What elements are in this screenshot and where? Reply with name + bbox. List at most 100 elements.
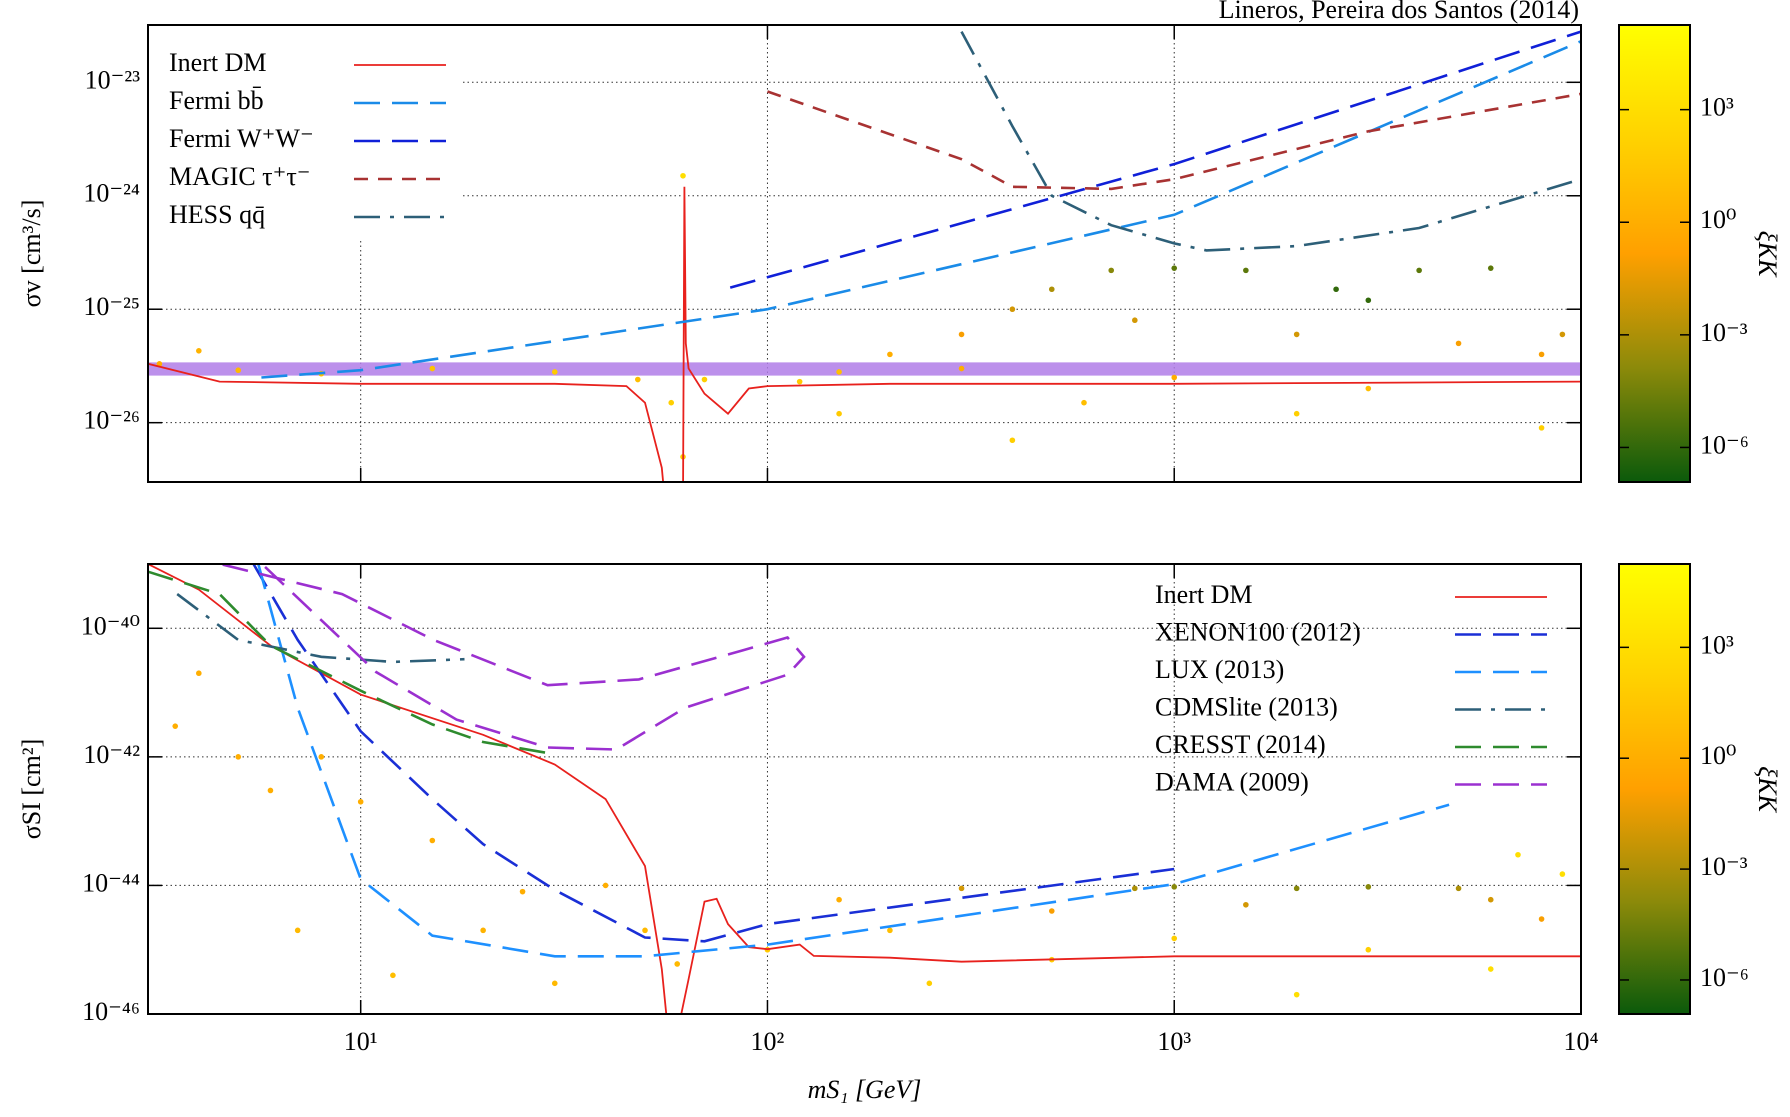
scatter-point <box>318 754 325 760</box>
scatter-point <box>1538 351 1545 358</box>
scatter-point <box>390 972 396 979</box>
scatter-point <box>1132 885 1138 892</box>
scatter-point <box>642 927 648 934</box>
scatter-point <box>429 837 436 844</box>
curve <box>252 564 1175 943</box>
scatter-point <box>1365 946 1372 953</box>
x-tick-label: 10⁴ <box>1563 1027 1598 1056</box>
curve <box>767 90 1581 191</box>
scatter-point <box>674 961 681 967</box>
curve <box>148 570 556 756</box>
colorbar-tick-label: 10⁰ <box>1700 741 1736 770</box>
curve <box>257 564 1450 958</box>
x-tick-label: 10³ <box>1157 1027 1191 1056</box>
scatter-point <box>294 927 301 934</box>
curve <box>960 30 1581 252</box>
scatter-point <box>1081 399 1087 406</box>
x-axis-label: mS₁ [GeV] <box>808 1075 922 1104</box>
colorbar-tick-label: 10⁻⁶ <box>1700 430 1749 459</box>
scatter-point <box>680 172 686 179</box>
curve <box>261 40 1581 379</box>
plot-frame <box>147 24 1582 483</box>
scatter-point <box>519 888 526 895</box>
legend-label: XENON100 (2012) <box>1155 617 1361 646</box>
scatter-point <box>1108 267 1115 274</box>
scatter-point <box>701 376 708 383</box>
curve <box>222 564 806 751</box>
x-tick-label: 10² <box>751 1027 785 1056</box>
curve <box>148 186 1581 482</box>
scatter-point <box>551 369 558 375</box>
scatter-point <box>1416 267 1422 274</box>
scatter-point <box>1455 340 1462 347</box>
colorbar-tick-label: 10⁻³ <box>1700 852 1748 881</box>
scatter-point <box>1538 916 1545 922</box>
y-tick-label: 10⁻²⁴ <box>83 179 140 208</box>
scatter-point <box>196 348 202 354</box>
scatter-point <box>1048 286 1055 293</box>
scatter-point <box>429 365 436 372</box>
scatter-point <box>958 331 965 338</box>
colorbar-label: ξKK <box>1753 231 1782 278</box>
colorbar <box>1618 24 1691 483</box>
y-tick-label: 10⁻⁴⁴ <box>82 868 140 897</box>
legend-label: DAMA (2009) <box>1155 767 1309 796</box>
scatter-point <box>1365 385 1372 392</box>
relic-band <box>148 362 1581 376</box>
scatter-point <box>958 885 965 892</box>
legend-label: HESS qq̄ <box>169 200 265 229</box>
scatter-point <box>887 351 893 358</box>
scatter-point <box>1293 885 1300 892</box>
scatter-point <box>836 896 842 903</box>
scatter-point <box>480 927 486 934</box>
curve <box>148 564 1581 1014</box>
scatter-point <box>1171 265 1178 271</box>
colorbar-tick-label: 10⁰ <box>1700 205 1736 234</box>
colorbar-tick-label: 10⁻⁶ <box>1700 963 1749 992</box>
y-tick-label: 10⁻⁴⁰ <box>81 611 140 640</box>
scatter-point <box>156 361 163 367</box>
scatter-point <box>1365 884 1372 890</box>
legend-label: Inert DM <box>1155 580 1252 609</box>
scatter-point <box>1243 901 1249 908</box>
y-axis-label: σv [cm³/s] <box>17 200 46 308</box>
scatter-point <box>235 754 242 760</box>
curve <box>176 593 465 664</box>
legend-label: Fermi bb̄ <box>169 86 264 115</box>
colorbar-tick-label: 10³ <box>1700 93 1734 122</box>
scatter-point <box>796 378 803 385</box>
y-axis-label: σSI [cm²] <box>17 739 46 840</box>
scatter-point <box>1293 331 1300 338</box>
scatter-point <box>1132 317 1138 324</box>
colorbar <box>1618 563 1691 1015</box>
scatter-point <box>357 798 364 805</box>
legend-box <box>149 26 462 241</box>
scatter-point <box>1171 884 1178 890</box>
scatter-point <box>1293 991 1300 998</box>
annotation: Lineros, Pereira dos Santos (2014) <box>1219 0 1579 24</box>
scatter-point <box>1243 267 1249 274</box>
colorbar-tick-label: 10⁻³ <box>1700 318 1748 347</box>
x-tick-label: 10¹ <box>344 1027 378 1056</box>
scatter-point <box>235 367 242 374</box>
scatter-point <box>836 369 842 375</box>
scatter-point <box>1559 871 1566 877</box>
y-tick-label: 10⁻²⁵ <box>83 292 140 321</box>
y-tick-label: 10⁻²³ <box>85 65 141 94</box>
colorbar-tick-label: 10³ <box>1700 630 1734 659</box>
legend-label: CRESST (2014) <box>1155 730 1326 759</box>
scatter-point <box>1455 885 1462 892</box>
plot-area <box>148 564 1581 1014</box>
scatter-point <box>1559 331 1566 338</box>
y-tick-label: 10⁻²⁶ <box>83 406 140 435</box>
scatter-point <box>1293 410 1300 417</box>
scatter-point <box>1515 851 1521 858</box>
scatter-point <box>1538 425 1545 431</box>
scatter-point <box>602 882 609 889</box>
y-tick-label: 10⁻⁴⁶ <box>82 997 140 1026</box>
scatter-point <box>668 399 675 406</box>
scatter-point <box>1333 286 1339 293</box>
plot-frame <box>147 563 1582 1015</box>
scatter-point <box>1171 374 1178 381</box>
legend-label: LUX (2013) <box>1155 655 1284 684</box>
